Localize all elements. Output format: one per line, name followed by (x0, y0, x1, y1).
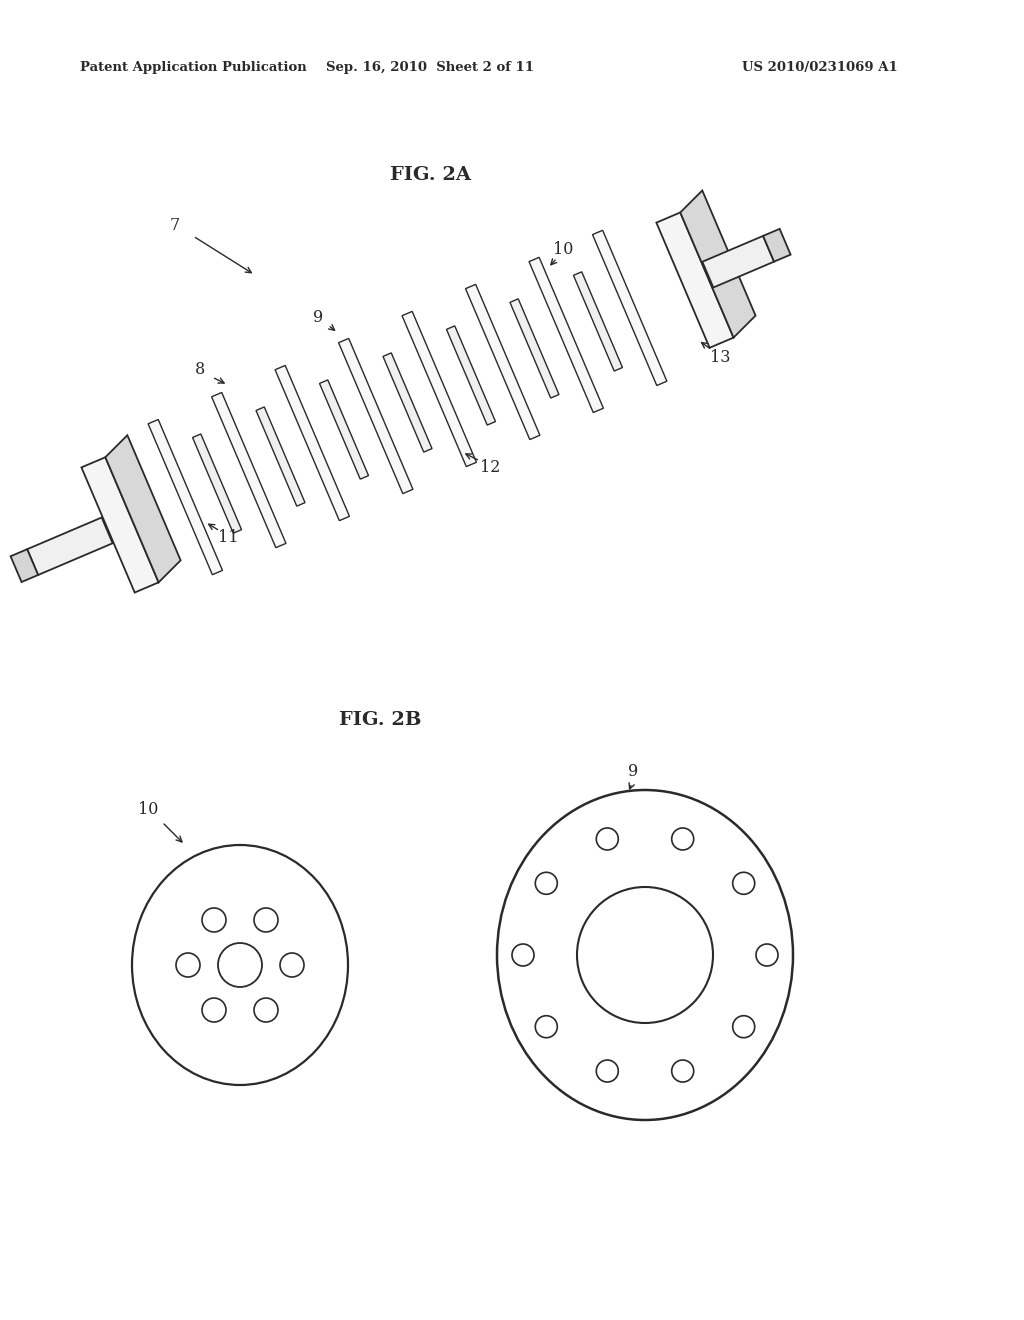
Polygon shape (339, 338, 413, 494)
Text: 9: 9 (628, 763, 638, 780)
Polygon shape (763, 228, 791, 261)
Polygon shape (573, 272, 623, 371)
Polygon shape (148, 420, 222, 574)
Polygon shape (680, 190, 756, 338)
Text: FIG. 2B: FIG. 2B (339, 711, 421, 729)
Polygon shape (105, 436, 180, 582)
Polygon shape (466, 284, 540, 440)
Polygon shape (529, 257, 603, 413)
Text: 9: 9 (313, 309, 324, 326)
Polygon shape (28, 517, 113, 576)
Polygon shape (319, 380, 369, 479)
Polygon shape (10, 549, 38, 582)
Polygon shape (402, 312, 476, 466)
Polygon shape (593, 230, 667, 385)
Text: 11: 11 (218, 529, 239, 546)
Text: 8: 8 (195, 362, 205, 379)
Text: FIG. 2A: FIG. 2A (389, 166, 470, 183)
Text: Patent Application Publication: Patent Application Publication (80, 62, 307, 74)
Text: US 2010/0231069 A1: US 2010/0231069 A1 (742, 62, 898, 74)
Polygon shape (275, 366, 349, 520)
Text: 12: 12 (480, 459, 500, 477)
Text: 10: 10 (553, 242, 573, 259)
Polygon shape (446, 326, 496, 425)
Polygon shape (702, 236, 774, 288)
Text: 10: 10 (138, 801, 158, 818)
Text: 7: 7 (170, 216, 180, 234)
Polygon shape (256, 407, 305, 506)
Polygon shape (193, 434, 242, 533)
Polygon shape (82, 457, 159, 593)
Polygon shape (383, 352, 432, 453)
Text: 13: 13 (710, 350, 730, 367)
Polygon shape (510, 298, 559, 399)
Polygon shape (656, 213, 733, 347)
Text: Sep. 16, 2010  Sheet 2 of 11: Sep. 16, 2010 Sheet 2 of 11 (326, 62, 534, 74)
Polygon shape (212, 392, 286, 548)
